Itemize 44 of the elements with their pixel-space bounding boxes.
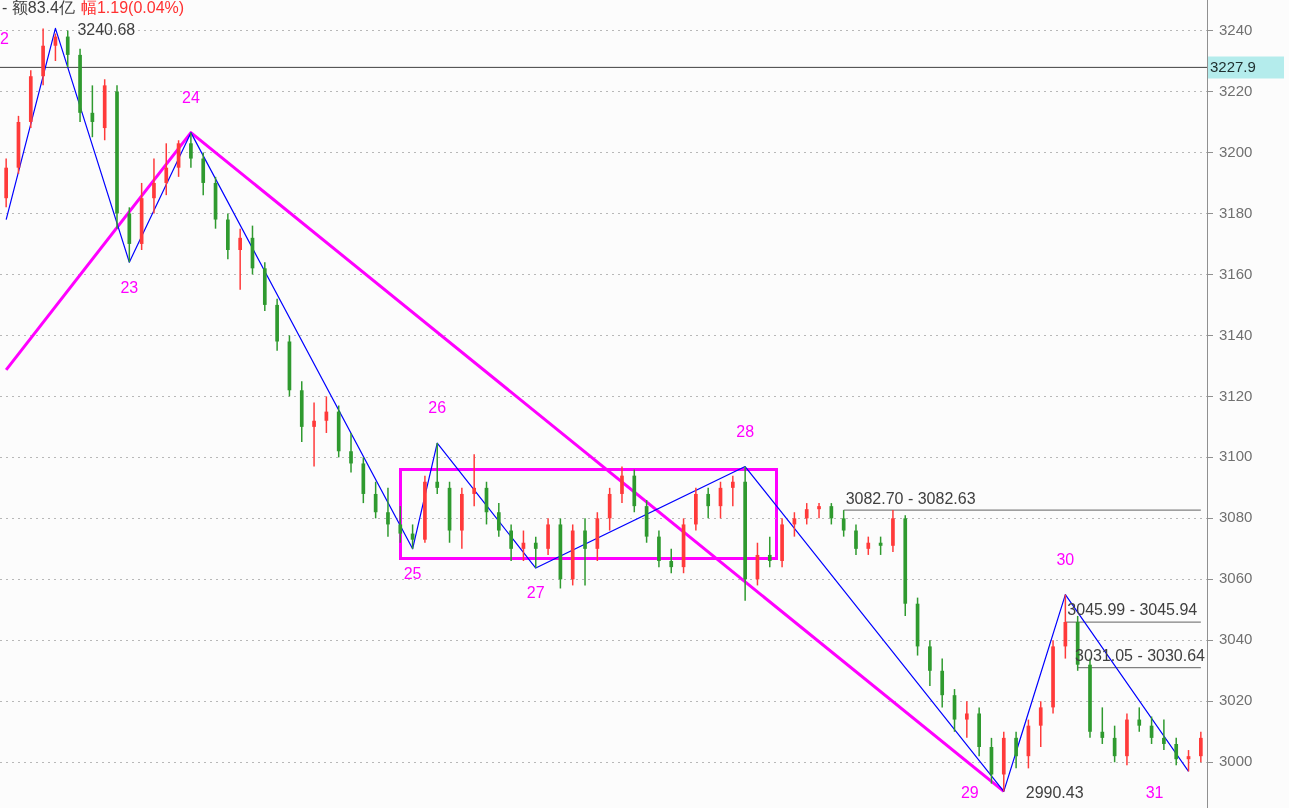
y-tick-label: 3140: [1219, 325, 1253, 343]
candlestick: [669, 548, 674, 574]
candlestick: [767, 536, 772, 568]
y-tick-label: 3080: [1219, 508, 1253, 526]
candlestick: [152, 158, 156, 214]
annotation: 2: [0, 30, 9, 48]
y-tick-label: 3120: [1219, 386, 1253, 404]
candlestick: [964, 701, 969, 738]
annotation: 27: [526, 584, 545, 602]
data-label: 3082.70 - 3082.63: [845, 489, 976, 507]
y-tick-label: 3180: [1219, 203, 1253, 221]
y-tick-label: 3100: [1219, 447, 1253, 465]
candlestick: [386, 487, 390, 537]
y-tick-label: 3040: [1219, 630, 1253, 648]
candlestick: [435, 443, 440, 494]
annotation: 26: [428, 399, 447, 417]
annotation: 幅1.19(0.04%): [80, 0, 185, 17]
annotation: 30: [1056, 550, 1075, 568]
annotation: 24: [182, 89, 200, 107]
ref-line-label: 3227.9: [1210, 57, 1256, 75]
annotation: 25: [403, 565, 422, 583]
annotation: 28: [736, 422, 755, 440]
y-tick-label: 3240: [1219, 20, 1253, 38]
y-tick-label: 3200: [1219, 142, 1253, 160]
annotation: 29: [960, 784, 979, 802]
candlestick: [312, 402, 316, 467]
annotation: - 额83.4亿: [2, 0, 75, 17]
candlestick: [472, 454, 477, 507]
candlestick: [817, 503, 821, 519]
candlestick: [583, 518, 587, 586]
candlestick: [730, 475, 735, 507]
candlestick: [533, 536, 538, 569]
y-tick-label: 3000: [1219, 752, 1253, 770]
y-tick-label: 3020: [1219, 691, 1253, 709]
candlestick: [349, 432, 353, 473]
annotation: 31: [1145, 784, 1164, 802]
annotation: 23: [120, 278, 139, 296]
y-tick-label: 3060: [1219, 569, 1253, 587]
y-tick-label: 3220: [1219, 81, 1253, 99]
candlestick: [1162, 719, 1166, 751]
data-label: 3240.68: [77, 20, 136, 38]
y-tick-label: 3160: [1219, 264, 1253, 282]
data-label: 2990.43: [1025, 783, 1084, 801]
candlestick: [238, 228, 243, 290]
